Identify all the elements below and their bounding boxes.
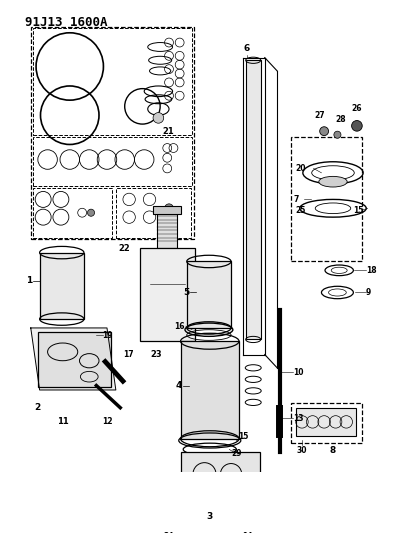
- Text: 18: 18: [366, 266, 376, 275]
- Circle shape: [87, 209, 95, 216]
- Text: 5: 5: [183, 288, 190, 297]
- Text: 13: 13: [293, 414, 304, 423]
- FancyBboxPatch shape: [38, 333, 111, 387]
- Circle shape: [320, 127, 329, 135]
- Circle shape: [351, 120, 362, 131]
- Ellipse shape: [319, 176, 347, 187]
- Polygon shape: [31, 328, 116, 390]
- FancyBboxPatch shape: [296, 408, 356, 436]
- Text: 20: 20: [296, 164, 306, 173]
- Text: 10: 10: [293, 368, 304, 377]
- Text: 23: 23: [150, 350, 162, 359]
- Text: 16: 16: [175, 322, 185, 330]
- FancyBboxPatch shape: [158, 213, 177, 248]
- FancyBboxPatch shape: [187, 262, 231, 328]
- Text: 27: 27: [314, 111, 325, 119]
- Text: 7: 7: [293, 195, 299, 204]
- FancyBboxPatch shape: [140, 248, 195, 341]
- Text: 15: 15: [354, 206, 364, 215]
- Text: 26: 26: [352, 104, 362, 114]
- Text: 25: 25: [296, 206, 306, 215]
- Text: 28: 28: [336, 115, 346, 124]
- Text: 2: 2: [35, 403, 41, 413]
- Circle shape: [153, 112, 164, 123]
- FancyBboxPatch shape: [246, 60, 261, 340]
- FancyBboxPatch shape: [165, 511, 271, 530]
- Text: 29: 29: [231, 449, 242, 458]
- Text: 3: 3: [207, 512, 213, 521]
- Text: 91J13 1600A: 91J13 1600A: [26, 16, 108, 29]
- Text: 14: 14: [242, 532, 252, 533]
- Text: 8: 8: [330, 446, 336, 455]
- Text: 4: 4: [176, 381, 182, 390]
- FancyBboxPatch shape: [40, 253, 84, 319]
- Text: 6: 6: [244, 44, 250, 53]
- Text: 22: 22: [119, 244, 130, 253]
- Text: 15: 15: [238, 432, 249, 441]
- Circle shape: [236, 519, 243, 527]
- FancyBboxPatch shape: [180, 452, 260, 510]
- Text: 24: 24: [163, 532, 173, 533]
- FancyBboxPatch shape: [153, 206, 181, 214]
- Circle shape: [334, 131, 341, 138]
- Text: 1: 1: [26, 277, 33, 286]
- Text: 17: 17: [123, 350, 134, 359]
- Text: 30: 30: [297, 446, 307, 455]
- Text: 11: 11: [57, 417, 69, 425]
- FancyBboxPatch shape: [180, 341, 239, 439]
- Text: 12: 12: [102, 417, 112, 425]
- Text: 19: 19: [102, 330, 113, 340]
- Text: 21: 21: [163, 127, 175, 136]
- Text: 9: 9: [366, 288, 371, 297]
- Circle shape: [165, 204, 173, 213]
